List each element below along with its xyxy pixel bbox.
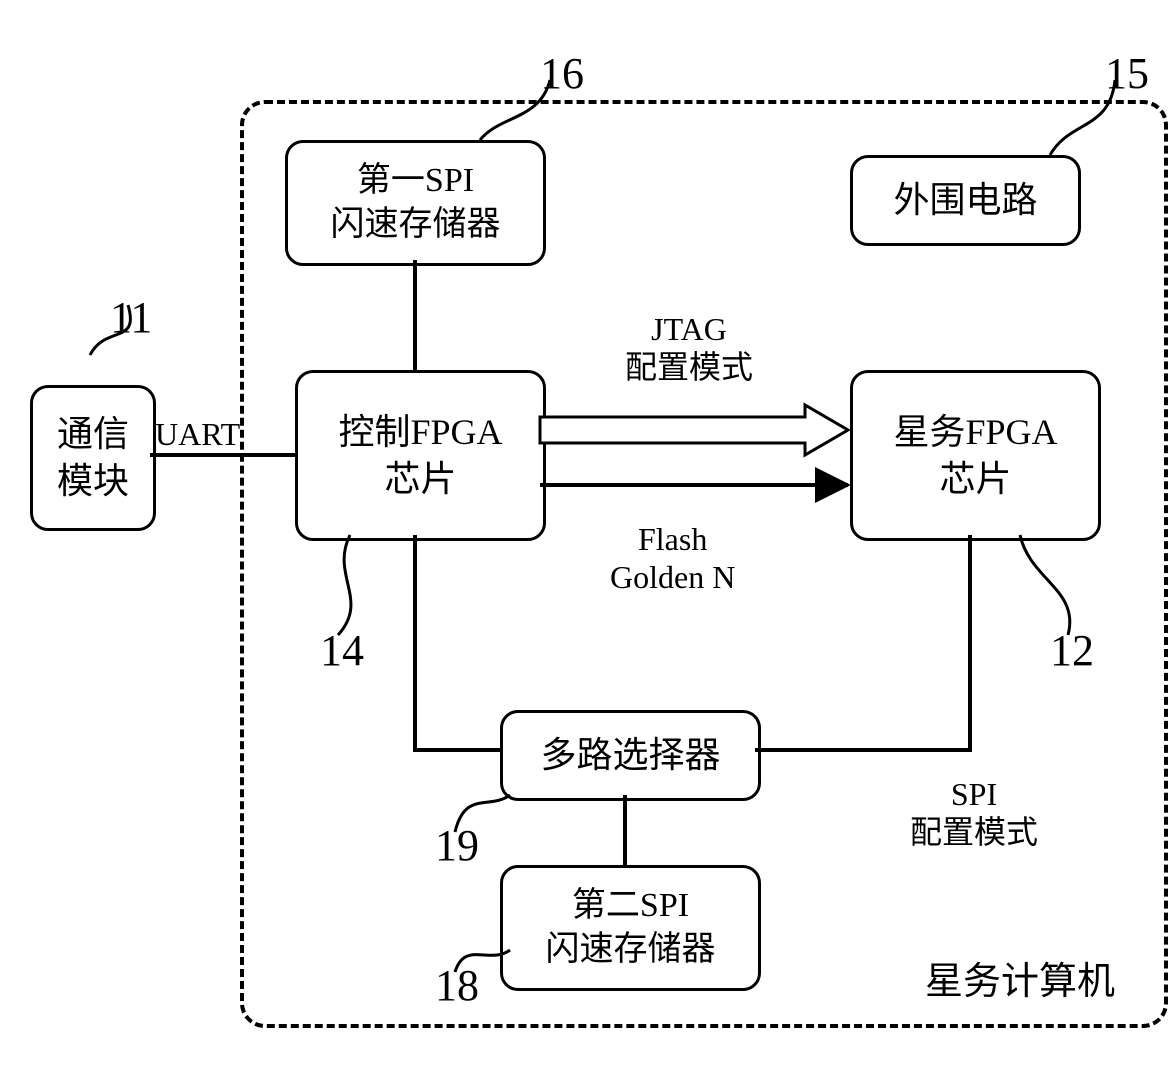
edge-label-flash-1: Flash: [610, 520, 735, 558]
edge-label-jtag-2: 配置模式: [625, 348, 753, 386]
node-spi2: 第二SPI 闪速存储器: [500, 865, 761, 991]
edge-label-jtag-1: JTAG: [625, 310, 753, 348]
node-ctrl: 控制FPGA 芯片: [295, 370, 546, 541]
callout-19: 19: [435, 820, 479, 871]
node-mux: 多路选择器: [500, 710, 761, 801]
container-label: 星务计算机: [925, 960, 1115, 1006]
node-spi2-line2: 闪速存储器: [546, 928, 716, 972]
edge-label-spi-1: SPI: [910, 775, 1038, 813]
edge-label-spi-2: 配置模式: [910, 813, 1038, 851]
callout-15: 15: [1105, 48, 1149, 99]
node-spi1-line2: 闪速存储器: [331, 203, 501, 247]
callout-12: 12: [1050, 625, 1094, 676]
node-mission: 星务FPGA 芯片: [850, 370, 1101, 541]
node-mission-line2: 芯片: [893, 456, 1057, 503]
callout-18: 18: [435, 960, 479, 1011]
node-periph-line1: 外围电路: [893, 177, 1037, 224]
callout-11: 11: [110, 292, 152, 343]
edge-label-spi: SPI 配置模式: [910, 775, 1038, 852]
node-periph: 外围电路: [850, 155, 1081, 246]
edge-label-uart: UART: [155, 415, 240, 453]
node-mux-line1: 多路选择器: [540, 732, 720, 779]
node-comm: 通信 模块: [30, 385, 156, 531]
diagram-canvas: 星务计算机 通信 模块 第一SPI 闪速存储器 外围电路 控制FPGA 芯片 星…: [20, 20, 1175, 1045]
node-comm-line1: 通信: [57, 411, 129, 458]
edge-label-flash-2: Golden N: [610, 558, 735, 596]
node-ctrl-line2: 芯片: [338, 456, 502, 503]
node-mission-line1: 星务FPGA: [893, 409, 1057, 456]
edge-label-flash: Flash Golden N: [610, 520, 735, 597]
node-spi1-line1: 第一SPI: [331, 159, 501, 203]
node-comm-line2: 模块: [57, 458, 129, 505]
callout-16: 16: [540, 48, 584, 99]
callout-14: 14: [320, 625, 364, 676]
node-spi2-line1: 第二SPI: [546, 884, 716, 928]
edge-label-jtag: JTAG 配置模式: [625, 310, 753, 387]
node-ctrl-line1: 控制FPGA: [338, 409, 502, 456]
node-spi1: 第一SPI 闪速存储器: [285, 140, 546, 266]
